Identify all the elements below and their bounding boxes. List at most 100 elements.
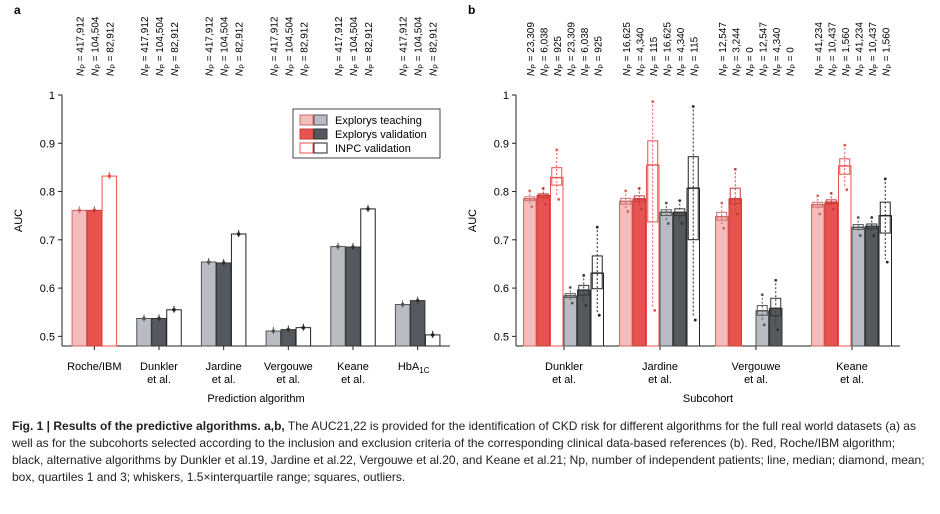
caption-lead: Fig. 1 | Results of the predictive algor… xyxy=(12,419,285,433)
panel-b-np-symbol: N xyxy=(539,68,550,76)
panel-b-outlier xyxy=(570,301,574,305)
panel-a-np-value: = 417,912 xyxy=(140,16,151,64)
panel-b-np-symbol: N xyxy=(580,68,591,76)
panel-b-np-value: = 10,437 xyxy=(827,22,838,64)
panel-b-np-sub: P xyxy=(571,64,578,69)
panel-b-np-sub: P xyxy=(640,64,647,69)
panel-b-x-tick-label: et al. xyxy=(648,374,672,386)
panel-b-np-value: = 4,340 xyxy=(772,27,783,64)
panel-b-x-tick-label: et al. xyxy=(840,374,864,386)
panel-b-label: b xyxy=(468,3,475,17)
panel-b-np-symbol: N xyxy=(526,68,537,76)
panel-b-np-label: NP = 16,625 xyxy=(662,22,674,76)
panel-b-np-sub: P xyxy=(694,64,701,69)
panel-a-np-sub: P xyxy=(304,64,311,69)
panel-a-np-symbol: N xyxy=(284,68,295,76)
panel-a-np-sub: P xyxy=(354,64,361,69)
panel-a-bar xyxy=(166,309,182,347)
panel-a-mean-marker xyxy=(157,316,161,321)
panel-a-np-sub: P xyxy=(404,64,411,69)
panel-a-bar xyxy=(200,261,217,347)
panel-b-np-value: = 12,547 xyxy=(758,22,769,64)
panel-b-bar xyxy=(728,198,742,347)
panel-b-np-value: = 3,244 xyxy=(731,27,742,64)
panel-b-quartile-box xyxy=(729,187,741,205)
panel-b-bar xyxy=(632,198,646,347)
panel-b-outlier xyxy=(639,207,643,211)
panel-a-x-tick-label: Roche/IBM xyxy=(67,361,121,373)
panel-b-np-value: = 6,038 xyxy=(580,27,591,64)
panel-a-x-tick-label: et al. xyxy=(341,374,365,386)
panel-b-bar xyxy=(865,225,879,347)
panel-a-np-symbol: N xyxy=(414,68,425,76)
panel-b-np-label: NP = 10,437 xyxy=(827,22,839,76)
panel-a-np-value: = 104,504 xyxy=(349,16,360,64)
panel-a-np-symbol: N xyxy=(140,68,151,76)
panel-b-bar xyxy=(715,216,729,347)
panel-b-np-label: NP = 23,309 xyxy=(566,22,578,76)
panel-b-outlier xyxy=(555,148,559,152)
panel-a-np-sub: P xyxy=(419,64,426,69)
panel-b-outlier xyxy=(883,177,887,181)
panel-b-outlier xyxy=(722,226,726,230)
legend-swatch-red xyxy=(299,128,314,140)
panel-b-outlier xyxy=(760,293,764,297)
panel-b-y-tick-label: 0.8 xyxy=(494,187,509,199)
panel-b-outlier xyxy=(624,189,628,193)
panel-a-np-symbol: N xyxy=(349,68,360,76)
panel-b-outlier xyxy=(664,201,668,205)
panel-a-np-label: NP = 104,504 xyxy=(414,16,426,76)
panel-b-np-symbol: N xyxy=(841,68,852,76)
panel-b-outlier xyxy=(735,212,739,216)
panel-a-np-label: NP = 82,912 xyxy=(429,22,441,76)
panel-a-y-tick-label: 0.8 xyxy=(40,187,55,199)
panel-b-bar xyxy=(523,198,537,347)
panel-a-np-label: NP = 82,912 xyxy=(105,22,117,76)
panel-a-mean-marker xyxy=(77,208,82,213)
panel-b-outlier xyxy=(693,318,697,322)
panel-b-outlier xyxy=(666,222,670,225)
panel-b-np-value: = 41,234 xyxy=(854,22,865,64)
legend: Explorys teaching Explorys validation INPC… xyxy=(292,108,441,159)
panel-a-np-value: = 82,912 xyxy=(364,22,375,64)
panel-b-x-tick-label: et al. xyxy=(552,374,576,386)
panel-b-bar xyxy=(550,177,564,347)
panel-b-np-sub: P xyxy=(681,64,688,69)
panel-a-np-sub: P xyxy=(240,64,247,69)
panel-a-np-sub: P xyxy=(339,64,346,69)
panel-b-np-symbol: N xyxy=(635,68,646,76)
panel-a-x-tick-label: et al. xyxy=(212,374,236,386)
panel-a-y-tick-label: 0.5 xyxy=(40,331,55,343)
panel-b-outlier xyxy=(858,234,862,237)
panel-a-np-sub: P xyxy=(369,64,376,69)
panel-a-mean-marker xyxy=(221,261,226,265)
panel-b-np-sub: P xyxy=(777,64,784,69)
panel-a-y-tick-label: 0.9 xyxy=(40,138,55,150)
panel-b-x-axis-label: Subcohort xyxy=(683,393,733,405)
panel-a-np-sub: P xyxy=(274,64,281,69)
panel-b-np-label: NP = 925 xyxy=(553,36,565,76)
panel-a-np-label: NP = 104,504 xyxy=(90,16,102,76)
panel-b-quartile-box xyxy=(591,255,603,290)
panel-b-outlier xyxy=(653,308,657,312)
panel-a-np-symbol: N xyxy=(269,68,280,76)
panel-a-mean-marker xyxy=(142,316,146,321)
panel-b-np-value: = 115 xyxy=(649,36,660,64)
panel-b-quartile-box xyxy=(551,167,563,186)
panel-a-np-label: NP = 417,912 xyxy=(399,16,411,76)
panel-b-np-symbol: N xyxy=(868,68,879,76)
panel-b-x-tick-label: Dunkler xyxy=(545,361,583,373)
panel-b-np-label: NP = 41,234 xyxy=(814,22,826,76)
panel-b-np-value: = 41,234 xyxy=(814,22,825,64)
panel-a-x-axis-label: Prediction algorithm xyxy=(207,393,304,405)
panel-a-x-tick-label: Vergouwe xyxy=(264,361,313,373)
panel-a-mean-marker xyxy=(206,260,211,264)
panel-a-np-symbol: N xyxy=(90,68,101,76)
panel-a-np-value: = 417,912 xyxy=(205,16,216,64)
panel-b-quartile-box xyxy=(647,140,659,223)
panel-b-np-value: = 4,340 xyxy=(635,27,646,64)
panel-b-np-symbol: N xyxy=(676,68,687,76)
panel-b-np-symbol: N xyxy=(649,68,660,76)
panel-b-np-label: NP = 12,547 xyxy=(758,22,770,76)
panel-b-np-value: = 115 xyxy=(689,36,700,64)
